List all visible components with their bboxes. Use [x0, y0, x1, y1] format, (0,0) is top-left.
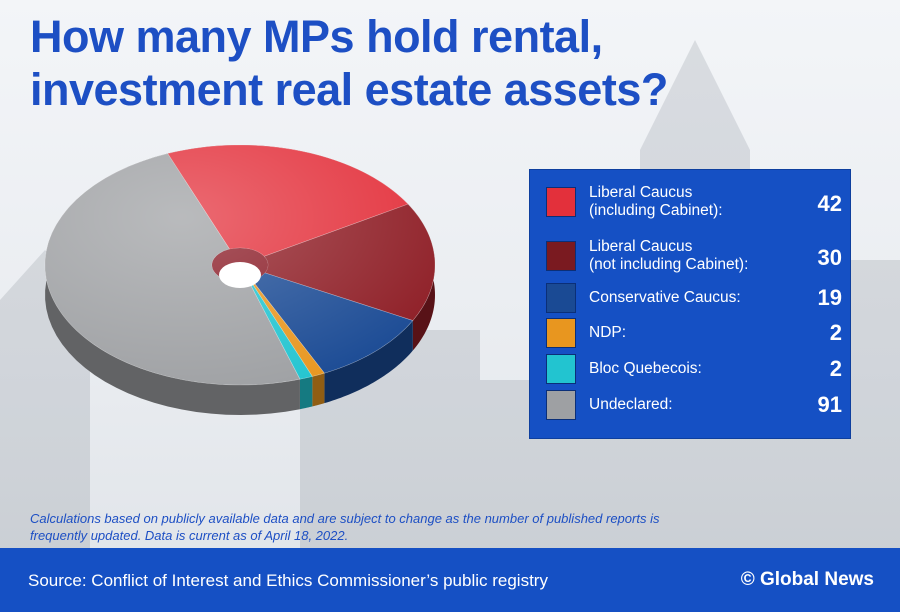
legend-label: NDP:: [589, 324, 627, 341]
pie-center-hole: [219, 262, 261, 288]
legend: Liberal Caucus (including Cabinet): 42 L…: [529, 169, 851, 439]
global-news-brand: © Global News: [740, 569, 874, 590]
legend-value: 42: [817, 191, 842, 216]
note-line-1: Calculations based on publicly available…: [30, 511, 660, 526]
source-credit: Source: Conflict of Interest and Ethics …: [28, 571, 548, 590]
legend-swatch: [546, 283, 576, 313]
legend-swatch: [546, 390, 576, 420]
title-line-1: How many MPs hold rental,: [30, 11, 603, 62]
note-line-2: frequently updated. Data is current as o…: [30, 528, 349, 543]
legend-label: Conservative Caucus:: [589, 289, 741, 306]
legend-value: 2: [829, 320, 842, 345]
legend-value: 91: [817, 392, 842, 417]
pie-wall-undeclared: [45, 153, 300, 415]
legend-swatch: [546, 241, 576, 271]
legend-swatch: [546, 354, 576, 384]
legend-label: Liberal Caucus (not including Cabinet):: [589, 238, 749, 273]
legend-swatch: [546, 187, 576, 217]
legend-value: 30: [817, 245, 842, 270]
legend-swatch: [546, 318, 576, 348]
pie-wall-ndp: [312, 373, 325, 407]
legend-value: 2: [829, 356, 842, 381]
legend-label: Liberal Caucus (including Cabinet):: [589, 184, 723, 219]
pie-chart: [44, 144, 436, 415]
title-line-2: investment real estate assets?: [30, 64, 668, 115]
legend-value: 19: [817, 285, 842, 310]
pie-wall-conservative: [324, 320, 413, 404]
footer-bar: Source: Conflict of Interest and Ethics …: [0, 548, 900, 612]
legend-label: Undeclared:: [589, 396, 673, 413]
chart-title: How many MPs hold rental, investment rea…: [30, 10, 870, 116]
legend-label: Bloc Quebecois:: [589, 360, 702, 377]
pie-wall-bloc-quebecois: [299, 376, 313, 410]
methodology-note: Calculations based on publicly available…: [30, 510, 830, 544]
